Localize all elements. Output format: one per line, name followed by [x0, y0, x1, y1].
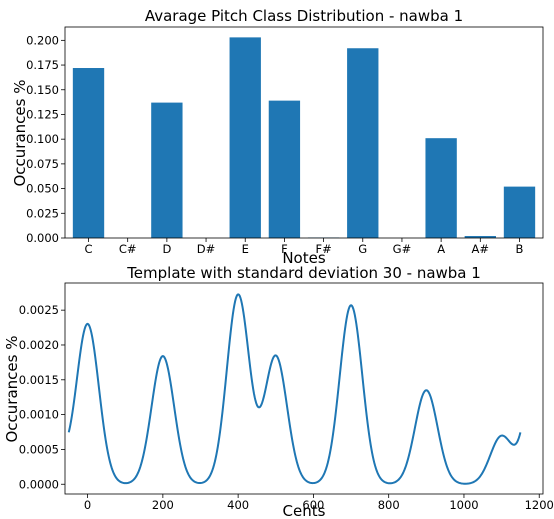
- y-tick-label: 0.100: [26, 132, 59, 146]
- y-tick-label: 0.150: [26, 83, 59, 97]
- x-tick-label: G#: [393, 242, 412, 256]
- y-tick-label: 0.0000: [19, 477, 59, 491]
- x-tick-label: 1200: [525, 498, 554, 512]
- x-tick-label: D#: [197, 242, 216, 256]
- y-tick-label: 0.050: [26, 182, 59, 196]
- bar-x-ticks: C C# D D# E F F# G G# A A# B: [84, 238, 524, 256]
- y-tick-label: 0.200: [26, 33, 59, 47]
- x-tick-label: D: [162, 242, 171, 256]
- y-tick-label: 0.175: [26, 58, 59, 72]
- y-tick-label: 0.125: [26, 107, 59, 121]
- x-tick-label: G: [358, 242, 367, 256]
- line-x-ticks: 0 200 400 600 800 1000 1200: [84, 494, 554, 512]
- y-tick-label: 0.025: [26, 206, 59, 220]
- bar: [503, 186, 536, 238]
- line-y-axis-label: Occurances %: [3, 336, 21, 443]
- x-tick-label: B: [516, 242, 524, 256]
- bar-plot-frame: [64, 26, 544, 239]
- bar: [464, 236, 496, 238]
- y-tick-label: 0.000: [26, 231, 59, 245]
- x-tick-label: C#: [119, 242, 137, 256]
- bar-chart-title: Avarage Pitch Class Distribution - nawba…: [145, 7, 463, 25]
- y-tick-label: 0.0025: [19, 303, 59, 317]
- line-chart-title: Template with standard deviation 30 - na…: [126, 264, 481, 282]
- bar-y-ticks: 0.000 0.025 0.050 0.075 0.100 0.125 0.150 0.175…: [26, 33, 65, 245]
- x-tick-label: 1000: [449, 498, 478, 512]
- x-tick-label: F: [281, 242, 288, 256]
- bar: [72, 68, 105, 238]
- bar: [425, 138, 457, 238]
- bar-series: [72, 37, 536, 239]
- bar: [347, 48, 379, 238]
- line-x-axis-label: Cents: [283, 502, 326, 519]
- y-tick-label: 0.0015: [19, 373, 59, 387]
- x-tick-label: E: [242, 242, 249, 256]
- x-tick-label: A#: [472, 242, 490, 256]
- line-chart: Template with standard deviation 30 - na…: [3, 264, 554, 519]
- bar-chart: Avarage Pitch Class Distribution - nawba…: [11, 7, 544, 267]
- y-tick-label: 0.075: [26, 157, 59, 171]
- x-tick-label: 600: [302, 498, 324, 512]
- line-plot-frame: [64, 282, 544, 495]
- template-curve: [67, 293, 522, 485]
- x-tick-label: C: [84, 242, 92, 256]
- bar: [151, 102, 183, 238]
- x-tick-label: 0: [84, 498, 91, 512]
- x-tick-label: 400: [227, 498, 249, 512]
- x-tick-label: F#: [315, 242, 331, 256]
- bar-y-axis-label: Occurances %: [11, 80, 29, 187]
- y-tick-label: 0.0005: [19, 442, 59, 456]
- bar: [268, 100, 301, 239]
- x-tick-label: 200: [152, 498, 174, 512]
- line-y-ticks: 0.0000 0.0005 0.0010 0.0015 0.0020 0.0025: [19, 303, 65, 491]
- y-tick-label: 0.0020: [19, 338, 59, 352]
- bar-x-axis-label: Notes: [282, 249, 326, 267]
- x-tick-label: A: [437, 242, 445, 256]
- bar: [229, 37, 261, 239]
- y-tick-label: 0.0010: [19, 408, 59, 422]
- x-tick-label: 800: [378, 498, 400, 512]
